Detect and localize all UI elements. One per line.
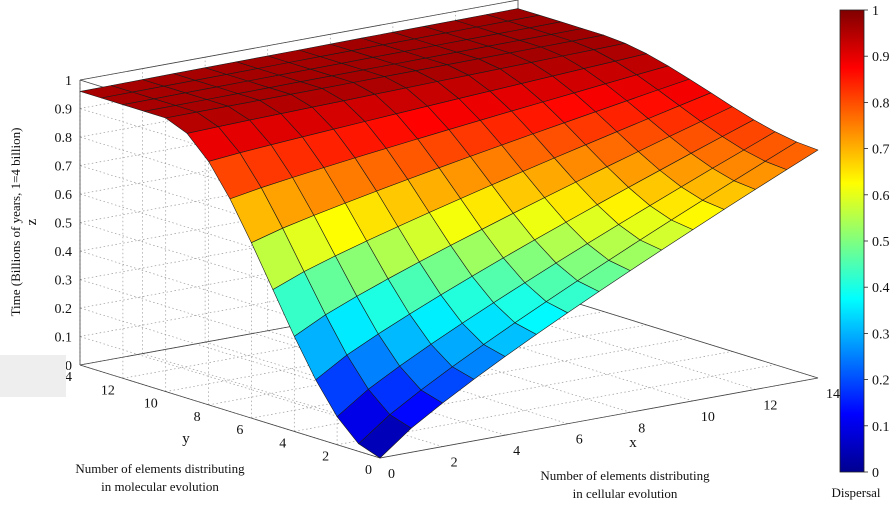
y-tick-label: 0 [365,463,372,478]
x-tick-label: 12 [763,398,777,413]
z-tick-label: 0.4 [55,245,73,260]
z-tick-label: 1 [65,74,72,89]
colorbar-tick-label: 0.4 [872,281,890,296]
grid-line [79,336,381,430]
colorbar-tick-label: 0.7 [872,143,890,158]
x-tick-label: 6 [576,433,583,448]
z-tick-label: 0.3 [55,274,73,289]
x-axis-label-line2: in cellular evolution [573,486,678,501]
colorbar-tick-label: 0.3 [872,327,890,342]
z-tick-label: 0.2 [55,302,73,317]
x-tick-label: 14 [826,387,840,402]
y-tick-label: 10 [144,397,158,412]
x-axis-letter: x [629,435,637,451]
colorbar: 0 0.1 0.2 0.3 0.4 0.5 0.6 0.7 0.8 0.9 1 Dispersal [831,4,889,500]
x-tick-label: 10 [701,410,715,425]
axis-box-edge [79,0,519,81]
y-axis-letter: y [182,431,190,447]
colorbar-gradient [839,9,865,473]
x-tick-label: 8 [638,421,645,436]
colorbar-ticks: 0 0.1 0.2 0.3 0.4 0.5 0.6 0.7 0.8 0.9 1 [864,4,890,481]
x-tick-label: 0 [388,467,395,482]
colorbar-tick-label: 0.5 [872,235,890,250]
z-tick-label: 0.6 [55,188,73,203]
colorbar-tick-label: 1 [872,4,879,19]
x-tick-label: 4 [513,444,520,459]
colorbar-tick-label: 0.8 [872,96,890,111]
grid-line [392,307,694,402]
y-tick-label: 12 [101,383,115,398]
grid-line [455,296,756,390]
z-tick-label: 0.8 [55,131,73,146]
z-axis-label: Time (Billions of years, 1=4 billion) [8,128,23,317]
surface-mesh [79,8,819,459]
colorbar-tick-label: 0.2 [872,374,890,389]
axis-box-edge [79,364,381,459]
colorbar-label: Dispersal [831,485,880,500]
z-tick-label: 0.5 [55,217,73,232]
x-axis-label-line1: Number of elements distributing [540,468,710,483]
colorbar-tick-label: 0.6 [872,189,890,204]
z-tick-label: 0.7 [55,160,73,175]
y-axis-label-line1: Number of elements distributing [75,461,245,476]
y-tick-label: 2 [322,450,329,465]
z-tick-label: 0.1 [55,331,73,346]
y-tick-label: 6 [236,423,243,438]
z-axis-letter: z [24,218,40,225]
colorbar-tick-label: 0.9 [872,50,890,65]
y-tick-label: 8 [194,410,201,425]
z-tick-label: 0 [65,359,72,374]
overlay-box [0,355,66,397]
colorbar-tick-label: 0 [872,466,879,481]
y-tick-label: 4 [279,436,286,451]
colorbar-tick-label: 0.1 [872,420,890,435]
surface-facet [764,141,819,170]
axis-box-edge [379,377,819,459]
x-tick-label: 2 [451,456,458,471]
y-axis-label-line2: in molecular evolution [101,479,219,494]
z-tick-label: 0.9 [55,103,73,118]
